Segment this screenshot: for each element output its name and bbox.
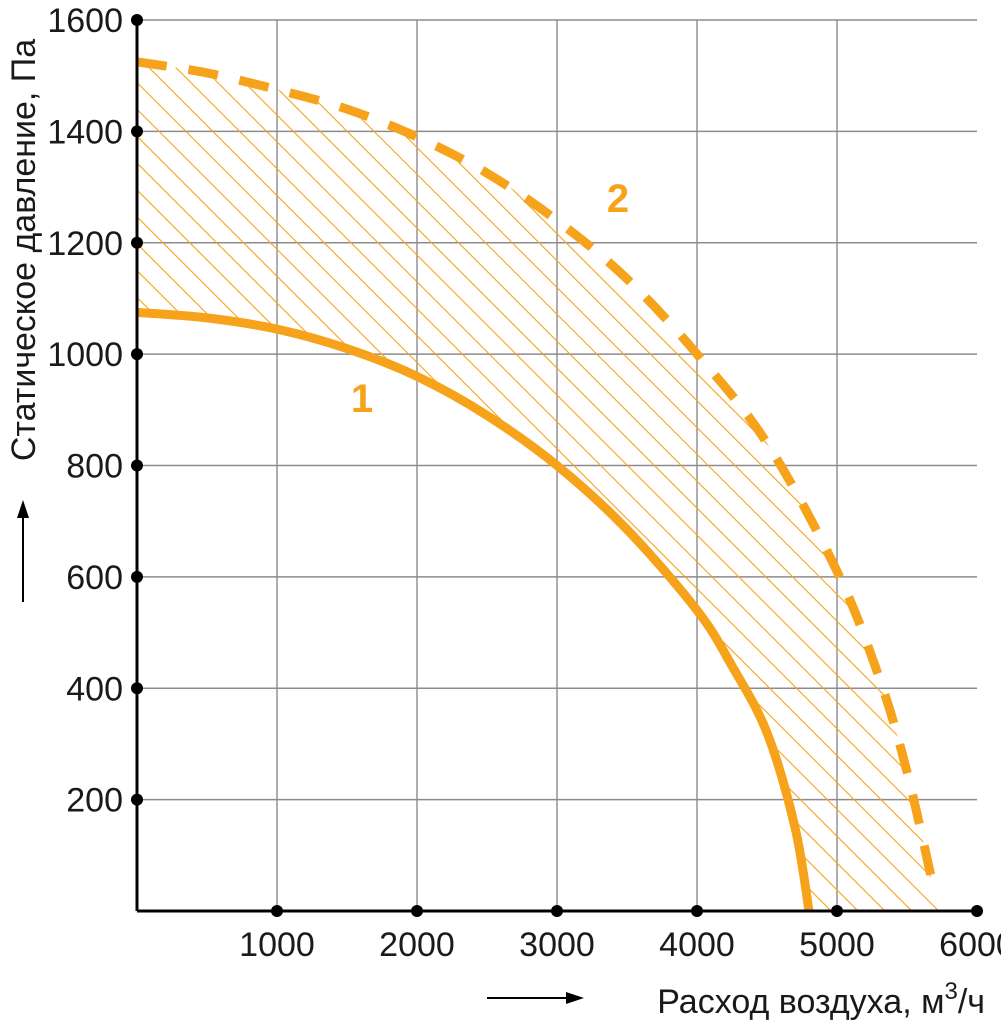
y-tick-dot <box>131 570 143 583</box>
y-tick-label: 1400 <box>47 113 123 151</box>
x-tick-label: 2000 <box>379 926 455 964</box>
y-tick-label: 1600 <box>47 2 123 40</box>
series-1-line <box>137 307 814 911</box>
x-axis-arrow <box>487 992 584 1004</box>
y-tick-label: 200 <box>66 782 123 820</box>
y-tick-dot <box>131 682 143 695</box>
labels: 1 2 Расход воздуха, м3/ч Статическое дав… <box>5 39 985 1021</box>
x-axis-title: Расход воздуха, м3/ч <box>657 978 985 1021</box>
y-tick-dot <box>131 459 143 472</box>
hatched-area <box>137 61 938 911</box>
y-tick-dot <box>131 793 143 806</box>
series-1-label: 1 <box>351 377 373 421</box>
x-tick-dot <box>271 905 283 917</box>
y-tick-dot <box>131 236 143 249</box>
y-tick-label: 600 <box>66 559 123 597</box>
x-tick-label: 1000 <box>239 926 315 964</box>
x-tick-label: 4000 <box>659 926 735 964</box>
y-tick-label: 400 <box>66 670 123 708</box>
series-2-label: 2 <box>607 177 629 221</box>
x-axis-title-suffix: /ч <box>958 983 985 1021</box>
x-tick-label: 6000 <box>939 926 1001 964</box>
series-layer <box>137 57 940 911</box>
x-axis-title-sup: 3 <box>944 978 957 1005</box>
x-tick-label: 3000 <box>519 926 595 964</box>
tick-labels: 1000 2000 3000 4000 5000 6000 200 400 600 800 1000… <box>47 2 1001 964</box>
y-tick-label: 1000 <box>47 336 123 374</box>
x-tick-label: 5000 <box>799 926 875 964</box>
y-axis-title: Статическое давление, Па <box>5 39 43 461</box>
y-tick-label: 800 <box>66 448 123 486</box>
y-tick-label: 1200 <box>47 225 123 263</box>
operating-range-hatch <box>137 61 938 911</box>
x-tick-dot <box>551 905 563 917</box>
x-tick-dot <box>411 905 423 917</box>
y-tick-dot <box>131 125 143 138</box>
x-tick-dot <box>831 905 843 917</box>
x-tick-dot <box>971 905 983 917</box>
y-tick-dot <box>131 14 143 26</box>
x-tick-dot <box>691 905 703 917</box>
x-axis-title-text: Расход воздуха, м <box>657 983 944 1021</box>
y-axis-arrow <box>17 500 29 602</box>
y-tick-dot <box>131 348 143 361</box>
series-2-line <box>137 57 940 896</box>
